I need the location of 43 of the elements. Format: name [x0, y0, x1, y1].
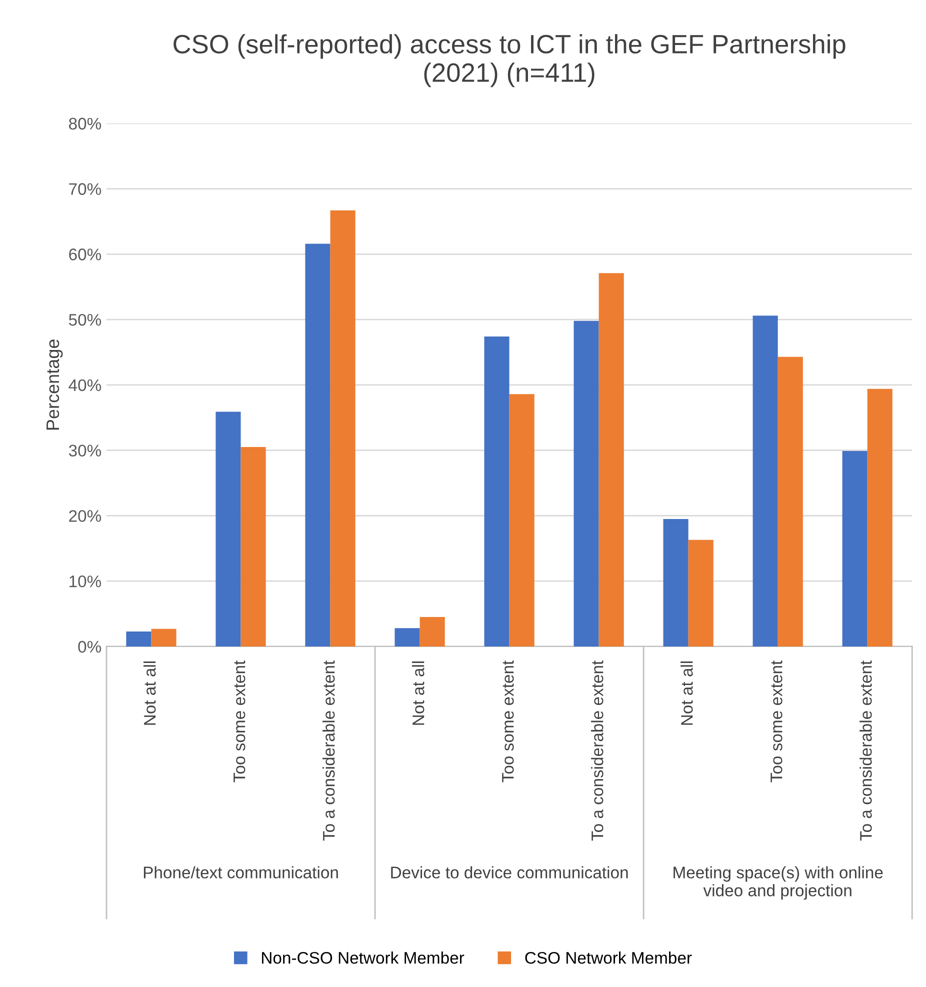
- y-tick-label: 60%: [69, 248, 102, 260]
- x-tick-label: Not at all: [680, 661, 693, 725]
- text: Meeting space(s) with online video and projection: [674, 866, 883, 900]
- x-tick-label: To a considerable extent: [322, 660, 335, 841]
- y-tick-label: 80%: [68, 118, 102, 130]
- x-tick-label: Not at all: [143, 661, 156, 725]
- bar: [598, 273, 624, 646]
- bar: [240, 447, 266, 646]
- x-tick-label: Too some extent: [502, 660, 514, 782]
- bar: [126, 631, 152, 646]
- bar: [484, 336, 510, 646]
- text: Device to device communication: [391, 866, 628, 878]
- bar: [842, 450, 868, 646]
- y-tick-label: 40%: [68, 379, 102, 392]
- y-tick-label: 10%: [70, 575, 102, 588]
- x-tick-label: To a considerable extent: [860, 660, 872, 841]
- x-tick-label: To a considerable extent: [591, 660, 604, 841]
- y-tick-label: 70%: [69, 183, 102, 195]
- chart-title: CSO (self-reported) access to ICT in the GEF Partnership (2021) (n=411): [174, 34, 846, 88]
- legend-label: CSO Network Member: [525, 952, 692, 964]
- bar: [420, 617, 445, 646]
- bar: [752, 316, 778, 646]
- bar: [305, 244, 330, 646]
- bar: [688, 540, 714, 646]
- bar: [216, 412, 241, 646]
- y-tick-label: 50%: [68, 314, 102, 326]
- x-tick-label: Too some extent: [234, 660, 246, 782]
- text: Phone/text communication: [144, 866, 338, 878]
- x-tick-label: Not at all: [412, 661, 424, 725]
- bar: [509, 394, 534, 646]
- y-axis-title: Percentage: [46, 340, 63, 430]
- bar: [663, 518, 688, 646]
- legend-label: Non-CSO Network Member: [262, 952, 464, 964]
- y-tick-label: 0%: [78, 640, 102, 653]
- bar: [151, 628, 176, 646]
- bar: [867, 388, 892, 646]
- bar: [778, 356, 803, 646]
- y-tick-label: 20%: [69, 510, 102, 522]
- x-tick-label: Too some extent: [770, 660, 782, 782]
- bar: [574, 320, 599, 646]
- bar: [394, 628, 420, 646]
- bar: [330, 210, 356, 646]
- y-tick-label: 30%: [68, 444, 102, 457]
